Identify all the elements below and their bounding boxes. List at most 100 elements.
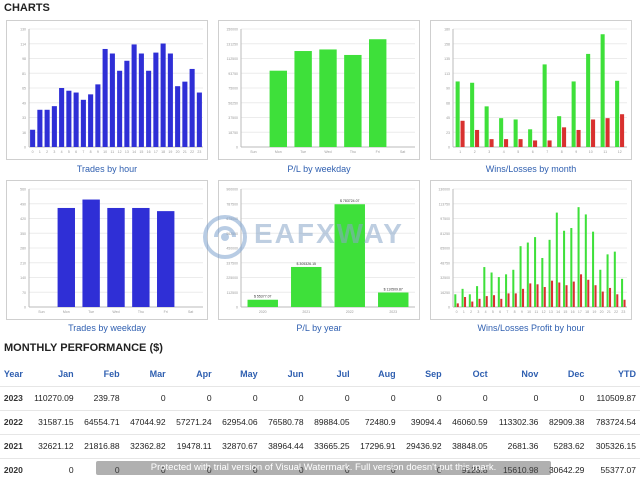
chart-bar: [30, 129, 36, 147]
table-cell: 31587.15: [26, 409, 78, 434]
chart-bar: [484, 106, 489, 147]
table-cell: 113302.36: [491, 409, 543, 434]
y-tick-label: 560: [20, 188, 26, 192]
chart-caption-pl-by-year[interactable]: P/L by year: [296, 323, 342, 333]
x-tick-label: 22: [614, 310, 618, 314]
chart-bar: [542, 64, 547, 147]
chart-bar: [609, 287, 612, 307]
chart-bar: [557, 116, 562, 147]
table-cell: 0: [123, 385, 170, 410]
chart-bar: [562, 127, 567, 147]
table-row: 2023 110270.09 239.78 0 0 0 0 0 0 0 0 0 0 110509.87: [0, 385, 640, 410]
chart-caption-pl-by-weekday[interactable]: P/L by weekday: [287, 164, 351, 174]
table-cell: 0: [261, 385, 308, 410]
bar-data-label: $ 305326.15: [297, 262, 317, 266]
chart-caption-trades-by-hour[interactable]: Trades by hour: [76, 164, 138, 174]
monthly-performance-title: MONTHLY PERFORMANCE ($): [4, 342, 163, 354]
chart-bar: [369, 39, 387, 147]
x-tick-label: Sat: [400, 150, 405, 154]
y-tick-label: 56250: [228, 101, 238, 105]
chart-bar: [138, 53, 144, 147]
chart-bar: [586, 53, 591, 147]
table-cell: 0: [542, 385, 589, 410]
y-tick-label: 113: [444, 72, 450, 76]
x-tick-label: Wed: [324, 150, 331, 154]
table-cell: 62954.06: [215, 409, 262, 434]
table-cell: 110270.09: [26, 385, 78, 410]
x-tick-label: 11: [535, 310, 539, 314]
chart-bar: [529, 283, 532, 307]
x-tick-label: 7: [546, 150, 548, 154]
chart-caption-wins-losses-by-month[interactable]: Wins/Losses by month: [485, 164, 577, 174]
y-tick-label: 337500: [226, 261, 238, 265]
x-tick-label: 4: [485, 310, 487, 314]
chart-bar: [548, 239, 551, 307]
chart-bar: [378, 292, 409, 307]
x-tick-label: 9: [97, 150, 99, 154]
chart-bar: [102, 48, 108, 147]
chart-bar: [455, 81, 460, 147]
chart-pl-by-year: 0 112500 225000 337500 450000 562500 675000 787…: [218, 180, 420, 320]
chart-bar: [471, 301, 474, 307]
chart-bar: [499, 118, 504, 147]
chart-bar: [37, 109, 43, 147]
table-cell: 55377.07: [588, 457, 640, 480]
table-cell: 15610.98: [491, 457, 543, 480]
column-header-may: May: [240, 368, 258, 379]
chart-bar: [124, 60, 130, 148]
x-tick-label: 1: [459, 150, 461, 154]
table-row: 2022 31587.15 64554.71 47044.92 57271.24 6295…: [0, 409, 640, 434]
chart-bar: [576, 129, 581, 147]
chart-bar: [160, 43, 166, 147]
y-tick-label: 130000: [438, 188, 450, 192]
x-tick-label: 20: [176, 150, 180, 154]
table-cell: 30642.29: [542, 457, 589, 480]
y-tick-label: 114: [20, 42, 26, 46]
charts-section-title: CHARTS: [4, 2, 50, 14]
column-header-nov: Nov: [521, 368, 539, 379]
table-cell: 21816.88: [77, 433, 124, 458]
chart-bar: [454, 294, 457, 307]
y-tick-label: 280: [20, 247, 26, 251]
y-tick-label: 140: [20, 276, 26, 280]
table-cell: 57271.24: [169, 409, 216, 434]
chart-bar: [572, 281, 575, 307]
x-tick-label: 16: [147, 150, 151, 154]
x-tick-label: 5: [492, 310, 494, 314]
chart-bar: [189, 68, 195, 147]
chart-bar: [580, 274, 583, 307]
chart-caption-trades-by-weekday[interactable]: Trades by weekday: [68, 323, 146, 333]
chart-bar: [117, 70, 123, 147]
chart-bar: [558, 282, 561, 307]
column-header-jul: Jul: [336, 368, 350, 379]
y-tick-label: 131250: [226, 42, 238, 46]
chart-bar: [493, 295, 496, 307]
chart-bar: [599, 269, 602, 307]
x-tick-label: Sat: [188, 310, 193, 314]
table-cell: 46060.59: [445, 409, 492, 434]
y-tick-label: 490: [20, 202, 26, 206]
y-tick-label: 787500: [226, 202, 238, 206]
chart-bar: [587, 279, 590, 307]
chart-wins-losses-by-month: 0 23 45 68 90 113 135 158 180 1 2 3 4 5 6 7 8 9 10 11 12: [430, 20, 632, 160]
chart-bar: [460, 120, 465, 147]
y-tick-label: 0: [448, 146, 450, 150]
chart-bar: [534, 237, 537, 307]
table-cell: 0: [353, 385, 400, 410]
row-year: 2020: [0, 457, 27, 480]
table-cell: 0: [169, 385, 216, 410]
table-cell: 29436.92: [399, 433, 446, 458]
chart-bar: [507, 293, 510, 307]
x-tick-label: 7: [82, 150, 84, 154]
chart-caption-wins-losses-profit-by-hour[interactable]: Wins/Losses Profit by hour: [477, 323, 585, 333]
table-cell: 0: [399, 457, 446, 480]
chart-bar: [543, 287, 546, 307]
y-tick-label: 0: [24, 146, 26, 150]
x-tick-label: Tue: [300, 150, 306, 154]
table-header-row: Year Jan Feb Mar Apr May Jun Jul Aug Sep Oct Nov Dec…: [0, 362, 640, 386]
y-tick-label: 210: [20, 261, 26, 265]
y-tick-label: 450000: [226, 247, 238, 251]
x-tick-label: 2: [470, 310, 472, 314]
chart-bar: [541, 257, 544, 307]
x-tick-label: 9: [521, 310, 523, 314]
